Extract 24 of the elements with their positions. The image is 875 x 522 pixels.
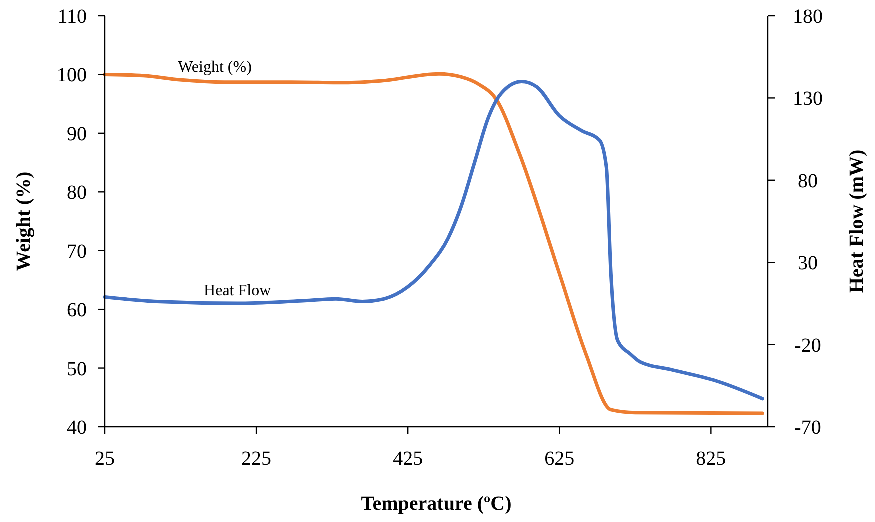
y2-tick-label: 130: [793, 88, 823, 110]
y-tick-label: 110: [58, 6, 87, 28]
y2-tick-label: 180: [793, 6, 823, 28]
x-tick-label: 225: [242, 448, 272, 470]
y-tick-label: 80: [67, 182, 87, 204]
y2-tick-label: 30: [798, 252, 818, 275]
x-tick-label: 825: [696, 448, 726, 470]
y-tick-label: 100: [57, 64, 87, 87]
x-tick-label: 625: [544, 448, 575, 470]
y-tick-label: 40: [67, 417, 87, 439]
y2-tick-label: 80: [798, 170, 818, 192]
y2-axis-title: Heat Flow (mW): [846, 150, 868, 294]
x-tick-label: 25: [95, 448, 115, 470]
series-label: Weight (%): [178, 59, 252, 76]
y-axis-title: Weight (%): [13, 172, 35, 272]
y-tick-label: 70: [67, 240, 87, 263]
x-axis-title: Temperature (ºC): [361, 493, 512, 515]
x-tick-label: 425: [393, 448, 424, 470]
series-label: Heat Flow: [204, 282, 272, 300]
y-tick-label: 60: [67, 300, 87, 322]
y-tick-label: 90: [67, 123, 87, 146]
y2-tick-label: -20: [794, 334, 822, 357]
y-tick-label: 50: [67, 358, 87, 380]
y2-tick-label: -70: [794, 417, 822, 439]
